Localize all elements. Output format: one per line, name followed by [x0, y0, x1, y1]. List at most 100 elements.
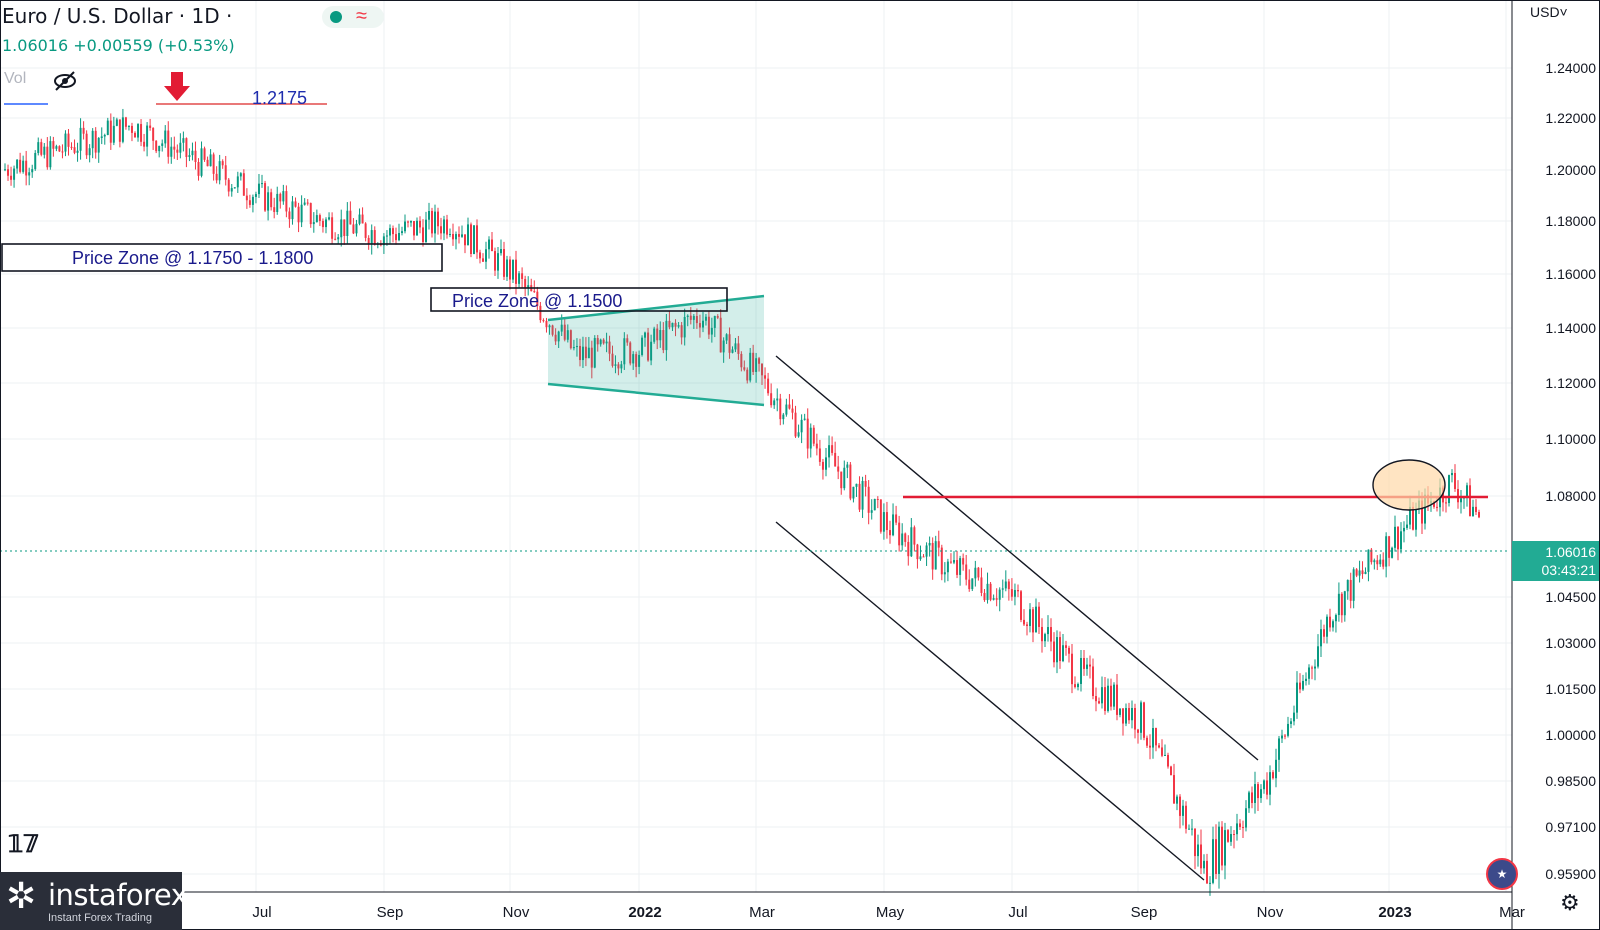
time-tick-label: Nov: [1257, 904, 1284, 921]
candle-body: [1320, 629, 1322, 647]
candle-body: [1179, 796, 1181, 816]
candle-body: [149, 125, 152, 128]
candle-body: [928, 542, 931, 546]
eye-off-icon[interactable]: [52, 70, 78, 92]
candle-body: [800, 419, 803, 433]
candle-body: [527, 285, 530, 288]
candle-body: [416, 220, 418, 236]
candle-body: [1314, 666, 1316, 669]
candle-body: [233, 187, 236, 189]
candle-body: [1391, 547, 1394, 558]
candle-body: [1221, 826, 1223, 866]
candle-body: [167, 130, 170, 157]
candle-body: [1466, 485, 1468, 498]
candle-body: [358, 214, 361, 224]
symbol-title[interactable]: Euro / U.S. Dollar · 1D ·: [2, 4, 233, 28]
candle-body: [22, 160, 25, 172]
candle-body: [937, 541, 940, 548]
candle-body: [1472, 506, 1474, 517]
candle-body: [806, 418, 809, 449]
candle-body: [946, 561, 949, 573]
candle-body: [137, 124, 140, 138]
price-tick-label: 0.98500: [1545, 773, 1596, 789]
candle-body: [548, 325, 551, 328]
candle-body: [273, 207, 276, 212]
candle-body: [1017, 590, 1019, 592]
candle-body: [1155, 728, 1157, 746]
price-axis[interactable]: 1.24000 1.22000 1.20000 1.18000 1.16000 1.140…: [1511, 0, 1600, 930]
candle-body: [943, 572, 946, 575]
candle-body: [632, 354, 635, 364]
candle-body: [82, 127, 85, 134]
candle-body: [1092, 666, 1094, 697]
candle-body: [264, 183, 267, 211]
candle-body: [1074, 684, 1076, 688]
price-zone-2-box: [430, 287, 728, 312]
candle-body: [934, 541, 937, 570]
candle-body: [254, 194, 257, 197]
candle-body: [1173, 775, 1175, 804]
candle-body: [1379, 559, 1382, 565]
candle-body: [1053, 641, 1055, 663]
candle-body: [779, 398, 782, 420]
candle-body: [861, 480, 864, 510]
market-status-badge[interactable]: ≈: [322, 5, 384, 28]
candle-body: [389, 228, 391, 236]
candle-body: [761, 363, 763, 376]
candle-body: [1293, 712, 1295, 722]
candle-body: [297, 206, 300, 223]
candle-body: [46, 146, 49, 168]
candle-body: [728, 334, 731, 353]
candle-body: [1013, 590, 1016, 597]
candle-body: [846, 464, 849, 468]
candle-body: [1029, 609, 1031, 626]
time-axis[interactable]: Jul Sep Nov 2022 Mar May Jul Sep Nov 2023 Mar: [0, 891, 1525, 921]
candle-body: [1454, 473, 1456, 489]
candle-body: [121, 117, 124, 142]
candle-body: [291, 201, 294, 220]
us-flag-icon[interactable]: ★: [1486, 858, 1518, 890]
candle-body: [446, 219, 448, 235]
candle-body: [1290, 721, 1292, 724]
candle-body: [251, 196, 254, 205]
candle-body: [1245, 808, 1247, 828]
price-tick-label: 0.97100: [1545, 819, 1596, 835]
candle-body: [965, 564, 968, 580]
candle-body: [124, 117, 127, 127]
candle-body: [1035, 606, 1037, 633]
price-tick-label: 1.18000: [1545, 213, 1596, 229]
candle-body: [437, 211, 439, 227]
candle-body: [407, 221, 409, 223]
candle-body: [629, 342, 632, 364]
volume-legend-label[interactable]: Vol: [4, 70, 27, 87]
candle-body: [479, 252, 481, 259]
candle-body: [752, 352, 755, 372]
time-tick-label: 2022: [628, 904, 661, 921]
candle-body: [97, 137, 100, 153]
candle-body: [434, 211, 436, 234]
candle-body: [1131, 707, 1133, 721]
candle-body: [173, 146, 176, 150]
candle-body: [303, 202, 306, 205]
candle-body: [1086, 664, 1088, 669]
candle-body: [1158, 745, 1160, 748]
channel-lower-line: [775, 521, 1205, 881]
currency-selector[interactable]: USD˅: [1530, 4, 1568, 20]
candle-body: [325, 219, 327, 228]
candle-body: [695, 316, 698, 324]
candle-body: [512, 259, 514, 280]
candle-body: [1281, 735, 1283, 739]
candle-body: [590, 347, 593, 368]
candle-body: [593, 338, 596, 368]
candle-body: [1188, 828, 1190, 830]
candle-body: [962, 558, 965, 565]
settings-gear-icon[interactable]: ⚙: [1560, 890, 1580, 915]
candle-body: [10, 175, 13, 180]
candle-body: [608, 341, 611, 354]
time-tick-label: Jul: [1008, 904, 1027, 921]
candle-body: [864, 480, 867, 487]
candle-body: [542, 320, 545, 322]
candle-body: [722, 340, 725, 353]
candle-body: [1212, 839, 1214, 883]
